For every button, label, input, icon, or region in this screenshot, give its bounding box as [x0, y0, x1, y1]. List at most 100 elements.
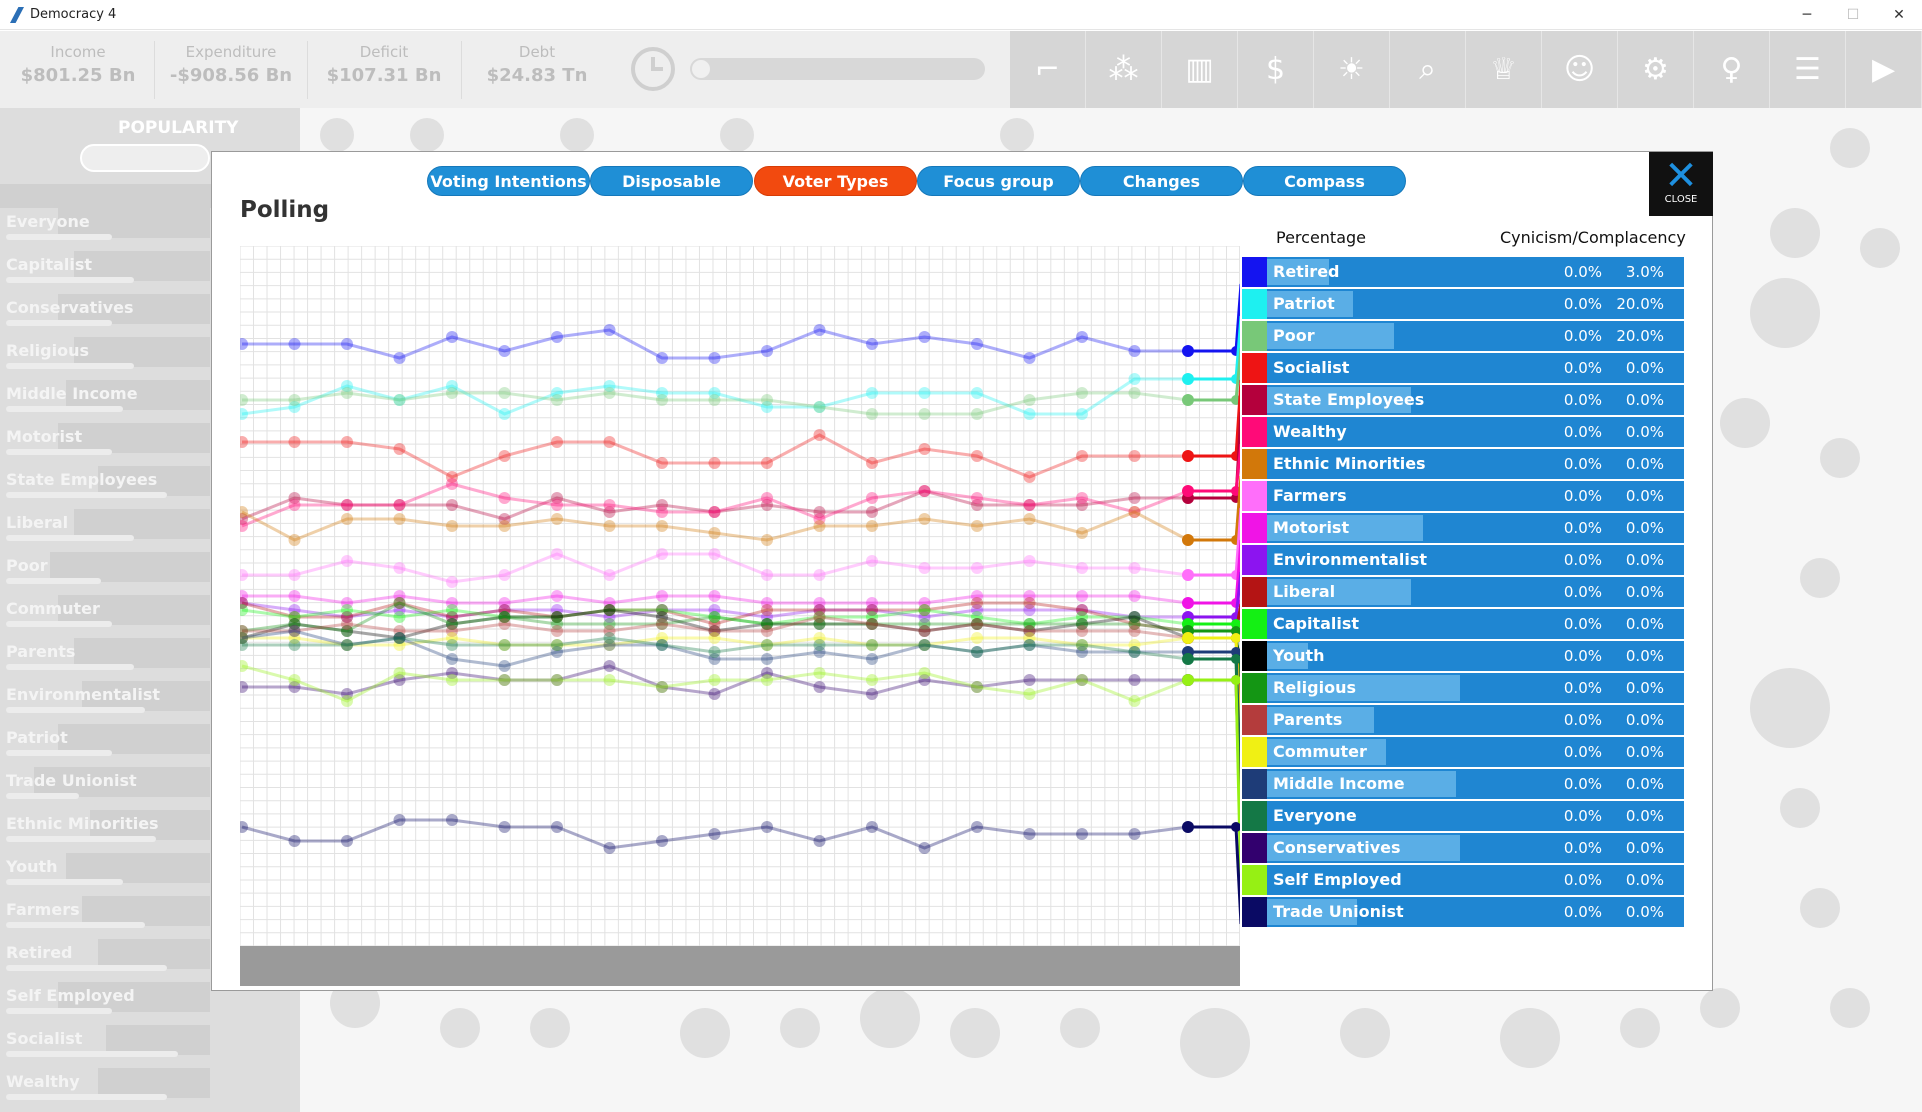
data-point	[1076, 618, 1088, 630]
people-cluster-button[interactable]: ⁂	[1086, 31, 1162, 108]
data-point	[498, 520, 511, 532]
data-point	[393, 667, 406, 679]
voter-type-row[interactable]: Middle Income 0.0% 0.0%	[1242, 769, 1684, 799]
tab-disposable-income[interactable]: Disposable Income	[590, 166, 753, 221]
gun-button[interactable]: ⌐	[1010, 31, 1086, 108]
voter-type-row[interactable]: Liberal 0.0% 0.0%	[1242, 577, 1684, 607]
tab-compass[interactable]: Compass	[1243, 166, 1406, 196]
voter-cynicism: 0.0%	[1625, 647, 1664, 665]
data-point	[393, 590, 406, 602]
voter-type-row[interactable]: Farmers 0.0% 0.0%	[1242, 481, 1684, 511]
close-dialog-button[interactable]: ✕ CLOSE	[1649, 152, 1713, 216]
voter-color-swatch	[1242, 705, 1267, 735]
data-point	[341, 625, 353, 637]
voter-type-row[interactable]: Conservatives 0.0% 0.0%	[1242, 833, 1684, 863]
popularity-group-name[interactable]: Capitalist	[6, 255, 93, 274]
voter-type-row[interactable]: Motorist 0.0% 0.0%	[1242, 513, 1684, 543]
voter-type-row[interactable]: Patriot 0.0% 20.0%	[1242, 289, 1684, 319]
popularity-group-name[interactable]: Youth	[6, 857, 58, 876]
popularity-group-name[interactable]: Parents	[6, 642, 76, 661]
popularity-group-name[interactable]: Self Employed	[6, 986, 135, 1005]
group-button[interactable]: ☺	[1542, 31, 1618, 108]
popularity-group-name[interactable]: Ethnic Minorities	[6, 814, 159, 833]
data-point	[498, 639, 511, 651]
voter-type-row[interactable]: Self Employed 0.0% 0.0%	[1242, 865, 1684, 895]
data-point	[393, 632, 406, 644]
popularity-group-name[interactable]: Farmers	[6, 900, 80, 919]
data-point	[498, 387, 511, 399]
popularity-group-name[interactable]: State Employees	[6, 470, 158, 489]
series-state-employees	[240, 411, 1240, 525]
policy-bubble-icon	[320, 118, 354, 152]
expenditure-stat[interactable]: Expenditure -$908.56 Bn	[156, 43, 306, 86]
tab-focus-group[interactable]: Focus group	[917, 166, 1080, 196]
data-point	[708, 457, 721, 469]
ribbon-button[interactable]: ♀	[1694, 31, 1770, 108]
popularity-group-name[interactable]: Socialist	[6, 1029, 83, 1048]
voter-type-row[interactable]: Capitalist 0.0% 0.0%	[1242, 609, 1684, 639]
popularity-row-bg	[74, 251, 210, 281]
popularity-group-name[interactable]: Religious	[6, 341, 89, 360]
data-point	[1128, 492, 1141, 504]
voter-type-row[interactable]: Socialist 0.0% 0.0%	[1242, 353, 1684, 383]
maximize-button[interactable]: ☐	[1846, 7, 1860, 23]
voter-type-row[interactable]: Parents 0.0% 0.0%	[1242, 705, 1684, 735]
tab-changes[interactable]: Changes	[1080, 166, 1243, 196]
minimize-button[interactable]: ─	[1802, 7, 1812, 23]
data-point	[656, 611, 668, 623]
policy-bubble-icon	[680, 1008, 730, 1058]
popularity-group-name[interactable]: Everyone	[6, 212, 90, 231]
data-point	[288, 639, 301, 651]
tab-voter-types[interactable]: Voter Types	[754, 166, 917, 196]
lightbulb-button[interactable]: ☀	[1314, 31, 1390, 108]
dollar-button[interactable]: $	[1238, 31, 1314, 108]
voter-color-swatch	[1242, 609, 1267, 639]
popularity-group-name[interactable]: Poor	[6, 556, 48, 575]
search-button[interactable]: ⌕	[1390, 31, 1466, 108]
close-window-button[interactable]: ✕	[1893, 7, 1905, 23]
popularity-group-name[interactable]: Motorist	[6, 427, 83, 446]
popularity-group-name[interactable]: Wealthy	[6, 1072, 80, 1091]
bar-chart-button[interactable]: ▥	[1162, 31, 1238, 108]
tab-voting-intentions[interactable]: Voting Intentions	[427, 166, 590, 196]
popularity-search-input[interactable]	[80, 144, 210, 172]
gear-button[interactable]: ⚙	[1618, 31, 1694, 108]
popularity-row-bg	[98, 939, 210, 969]
popularity-group-name[interactable]: Commuter	[6, 599, 100, 618]
popularity-group-name[interactable]: Patriot	[6, 728, 68, 747]
policy-bubble-icon	[410, 118, 444, 152]
voter-type-row[interactable]: Trade Unionist 0.0% 0.0%	[1242, 897, 1684, 927]
play-button[interactable]: ▶	[1846, 31, 1922, 108]
deficit-stat[interactable]: Deficit $107.31 Bn	[309, 43, 459, 86]
voter-type-row[interactable]: Everyone 0.0% 0.0%	[1242, 801, 1684, 831]
voter-type-row[interactable]: Religious 0.0% 0.0%	[1242, 673, 1684, 703]
voter-type-row[interactable]: Retired 0.0% 3.0%	[1242, 257, 1684, 287]
voter-type-name: Liberal	[1273, 582, 1336, 601]
popularity-group-name[interactable]: Retired	[6, 943, 73, 962]
voter-type-row[interactable]: Youth 0.0% 0.0%	[1242, 641, 1684, 671]
data-point	[1023, 471, 1036, 483]
data-point	[761, 569, 773, 581]
voter-percentage: 0.0%	[1563, 423, 1602, 441]
income-stat[interactable]: Income $801.25 Bn	[3, 43, 153, 86]
popularity-group-name[interactable]: Middle Income	[6, 384, 138, 403]
voter-type-row[interactable]: Ethnic Minorities 0.0% 0.0%	[1242, 449, 1684, 479]
voter-type-row[interactable]: Wealthy 0.0% 0.0%	[1242, 417, 1684, 447]
debt-stat[interactable]: Debt $24.83 Tn	[462, 43, 612, 86]
voter-type-row[interactable]: Commuter 0.0% 0.0%	[1242, 737, 1684, 767]
trophy-button[interactable]: ♕	[1466, 31, 1542, 108]
voter-type-row[interactable]: Environmentalist 0.0% 0.0%	[1242, 545, 1684, 575]
voter-type-row[interactable]: Poor 0.0% 20.0%	[1242, 321, 1684, 351]
voter-color-swatch	[1242, 289, 1267, 319]
popularity-group-name[interactable]: Trade Unionist	[6, 771, 137, 790]
document-button[interactable]: ☰	[1770, 31, 1846, 108]
clock-icon[interactable]	[631, 47, 675, 91]
gear-icon: ⚙	[1642, 52, 1669, 87]
data-point	[918, 443, 931, 455]
data-point	[341, 695, 353, 707]
popularity-group-name[interactable]: Conservatives	[6, 298, 134, 317]
popularity-group-name[interactable]: Environmentalist	[6, 685, 161, 704]
voter-cynicism: 3.0%	[1625, 263, 1664, 281]
voter-type-row[interactable]: State Employees 0.0% 0.0%	[1242, 385, 1684, 415]
popularity-group-name[interactable]: Liberal	[6, 513, 69, 532]
